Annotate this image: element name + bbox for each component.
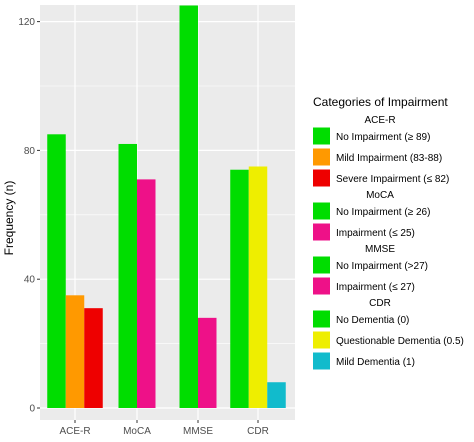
legend-item-label: Mild Impairment (83-88) bbox=[336, 153, 442, 164]
y-tick-label: 40 bbox=[24, 275, 36, 286]
legend-item-label: Impairment (≤ 27) bbox=[336, 282, 415, 293]
legend-section-heading: CDR bbox=[369, 298, 391, 309]
legend-item-label: Questionable Dementia (0.5) bbox=[336, 336, 464, 347]
legend-item-label: No Impairment (>27) bbox=[336, 261, 428, 272]
legend-swatch bbox=[313, 127, 330, 145]
legend-swatch bbox=[313, 331, 330, 349]
y-tick-label: 120 bbox=[18, 17, 35, 28]
legend-item-label: Mild Dementia (1) bbox=[336, 357, 415, 368]
x-tick-label: MMSE bbox=[183, 426, 213, 437]
bar bbox=[267, 382, 286, 408]
x-tick-label: MoCA bbox=[123, 426, 151, 437]
legend-swatch bbox=[313, 148, 330, 166]
legend-swatch bbox=[313, 169, 330, 187]
y-axis-title: Frequency (n) bbox=[2, 181, 16, 256]
legend-section-heading: MoCA bbox=[366, 190, 394, 201]
bar bbox=[248, 166, 268, 408]
legend-swatch bbox=[313, 202, 330, 220]
legend-swatch bbox=[313, 277, 330, 295]
legend-item-label: No Dementia (0) bbox=[336, 315, 409, 326]
bar bbox=[230, 169, 249, 408]
legend-swatch bbox=[313, 256, 330, 274]
legend-swatch bbox=[313, 310, 330, 328]
legend-item-label: No Impairment (≥ 26) bbox=[336, 207, 430, 218]
x-tick-label: CDR bbox=[247, 426, 269, 437]
bar bbox=[47, 134, 66, 409]
bar bbox=[179, 5, 198, 408]
legend-section-heading: MMSE bbox=[365, 244, 395, 255]
legend-swatch bbox=[313, 352, 330, 370]
x-tick-label: ACE-R bbox=[59, 426, 90, 437]
y-tick-label: 80 bbox=[24, 146, 36, 157]
y-tick-label: 0 bbox=[29, 404, 35, 415]
legend-item-label: Impairment (≤ 25) bbox=[336, 228, 415, 239]
legend-item-label: No Impairment (≥ 89) bbox=[336, 132, 430, 143]
bar bbox=[198, 317, 217, 408]
bar bbox=[137, 179, 156, 408]
bar bbox=[118, 143, 137, 408]
bar bbox=[65, 295, 85, 408]
legend-swatch bbox=[313, 223, 330, 241]
legend-section-heading: ACE-R bbox=[364, 115, 395, 126]
bar bbox=[84, 308, 103, 408]
legend-item-label: Severe Impairment (≤ 82) bbox=[336, 174, 449, 185]
legend-title: Categories of Impairment bbox=[313, 95, 448, 109]
